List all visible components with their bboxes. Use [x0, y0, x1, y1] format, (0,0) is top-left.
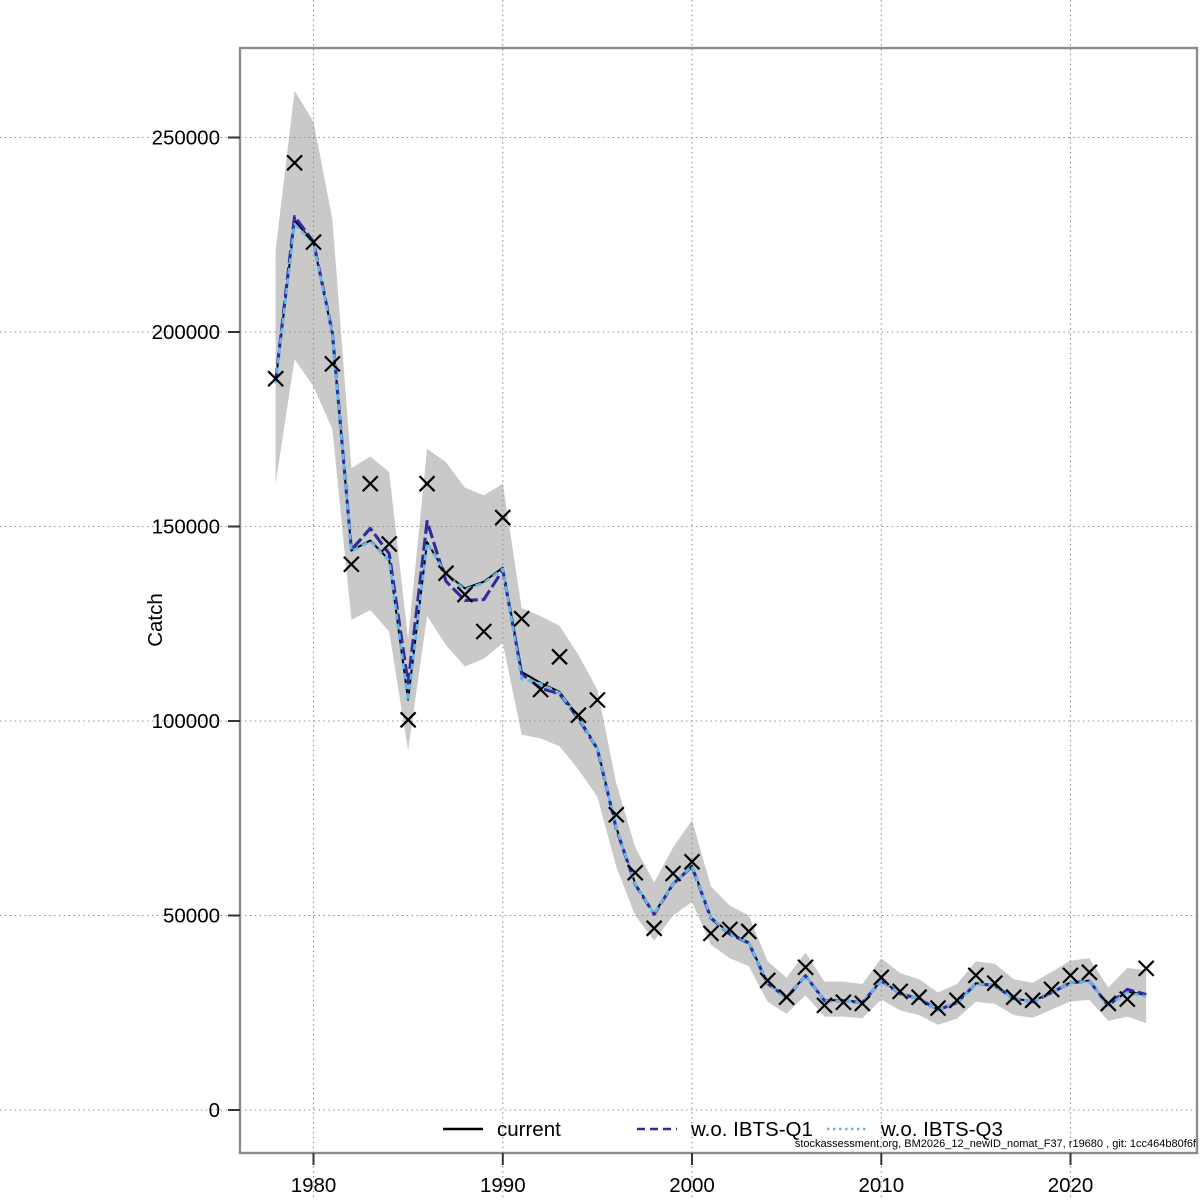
observed-catch-marker: [986, 974, 1004, 992]
observed-catch-marker: [626, 864, 644, 881]
y-axis-title: Catch: [144, 593, 167, 647]
observed-catch-marker: [797, 958, 814, 976]
x-tick-label: 2010: [858, 1174, 904, 1197]
y-tick-label: 250000: [152, 127, 220, 150]
observed-catch-marker: [267, 370, 284, 387]
observed-catch-marker: [324, 355, 341, 373]
observed-catch-marker: [778, 988, 795, 1006]
observed-catch-marker: [1024, 992, 1041, 1009]
observed-catch-marker: [721, 921, 739, 938]
observed-catch-marker: [645, 920, 663, 937]
observed-catch-marker: [380, 535, 398, 553]
observed-catch-marker: [418, 475, 436, 492]
observed-catch-marker: [570, 706, 587, 724]
legend-item-label: current: [497, 1118, 561, 1141]
observed-catch-marker: [456, 586, 474, 603]
y-tick-label: 50000: [163, 905, 220, 928]
observed-catch-marker: [494, 509, 512, 526]
observed-catch-marker: [702, 925, 720, 942]
observed-catch-marker: [608, 806, 625, 824]
observed-catch-marker: [1043, 981, 1060, 998]
x-tick-label: 1980: [291, 1174, 337, 1197]
observed-catch-marker: [683, 853, 701, 871]
footer-credit: stockassessment.org, BM2026_12_newID_nom…: [795, 1138, 1197, 1150]
x-tick-label: 2020: [1048, 1174, 1094, 1197]
observed-catch-marker: [305, 233, 322, 251]
observed-catch-marker: [532, 681, 549, 698]
observed-catch-marker: [948, 992, 966, 1009]
legend-item-label: w.o. IBTS-Q1: [690, 1118, 813, 1141]
observed-catch-marker: [835, 993, 852, 1011]
observed-catch-marker: [1118, 990, 1136, 1008]
x-tick-label: 2000: [669, 1174, 715, 1197]
observed-catch-marker: [551, 648, 568, 666]
observed-catch-marker: [967, 967, 985, 984]
y-tick-label: 150000: [152, 516, 220, 539]
observed-catch-marker: [437, 564, 455, 582]
observed-catch-marker: [589, 691, 606, 709]
legend-item-label: w.o. IBTS-Q3: [880, 1118, 1003, 1141]
observed-catch-marker: [343, 555, 360, 573]
observed-catch-marker: [816, 997, 833, 1014]
plot-frame: [238, 46, 1199, 1155]
observed-catch-marker: [361, 475, 379, 492]
y-tick-label: 100000: [152, 710, 220, 733]
observed-catch-marker: [1062, 967, 1079, 984]
observed-catch-marker: [286, 154, 303, 172]
confidence-band: [275, 90, 1147, 1025]
observed-catch-marker: [1081, 964, 1098, 981]
observed-catch-marker: [664, 865, 682, 882]
observed-catch-marker: [1100, 995, 1117, 1012]
y-tick-label: 0: [209, 1099, 220, 1122]
observed-catch-marker: [1137, 960, 1155, 977]
x-tick-label: 1990: [480, 1174, 526, 1197]
y-tick-label: 200000: [152, 321, 220, 344]
observed-catch-marker: [399, 711, 417, 729]
observed-catch-marker: [854, 995, 871, 1012]
observed-catch-marker: [475, 623, 493, 640]
observed-catch-marker: [929, 999, 947, 1017]
observed-catch-marker: [759, 972, 776, 989]
observed-catch-marker: [740, 923, 758, 940]
observed-catch-marker: [910, 988, 928, 1006]
observed-catch-marker: [1005, 988, 1023, 1006]
observed-catch-marker: [513, 610, 530, 627]
observed-catch-marker: [891, 983, 909, 1000]
observed-catch-marker: [872, 969, 890, 986]
